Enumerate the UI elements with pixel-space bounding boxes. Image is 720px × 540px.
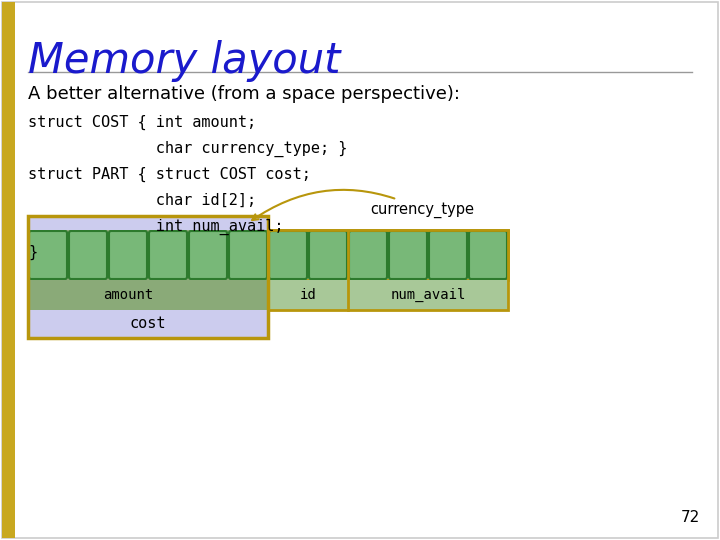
- Bar: [28, 280, 228, 310]
- FancyBboxPatch shape: [309, 231, 347, 279]
- Text: Memory layout: Memory layout: [28, 40, 341, 82]
- FancyBboxPatch shape: [469, 231, 507, 279]
- Text: 72: 72: [680, 510, 700, 525]
- FancyBboxPatch shape: [269, 231, 307, 279]
- FancyBboxPatch shape: [29, 231, 67, 279]
- Text: char id[2];: char id[2];: [28, 193, 256, 208]
- Bar: [28, 310, 268, 338]
- Bar: [28, 216, 268, 338]
- Bar: [268, 230, 508, 310]
- FancyBboxPatch shape: [349, 231, 387, 279]
- Text: int num_avail;: int num_avail;: [28, 219, 284, 235]
- Text: struct COST { int amount;: struct COST { int amount;: [28, 115, 256, 130]
- Text: A better alternative (from a space perspective):: A better alternative (from a space persp…: [28, 85, 460, 103]
- Bar: [28, 216, 268, 230]
- FancyBboxPatch shape: [189, 231, 227, 279]
- Text: char currency_type; }: char currency_type; }: [28, 141, 347, 157]
- Text: currency_type: currency_type: [252, 190, 474, 220]
- Text: cost: cost: [130, 316, 166, 332]
- Text: id: id: [300, 288, 316, 302]
- FancyBboxPatch shape: [149, 231, 187, 279]
- Text: }: }: [28, 245, 37, 260]
- FancyBboxPatch shape: [389, 231, 427, 279]
- Text: struct PART { struct COST cost;: struct PART { struct COST cost;: [28, 167, 311, 182]
- Bar: [268, 280, 348, 310]
- Bar: [228, 280, 268, 310]
- FancyBboxPatch shape: [69, 231, 107, 279]
- FancyBboxPatch shape: [429, 231, 467, 279]
- Bar: [348, 280, 508, 310]
- Bar: [28, 230, 508, 280]
- FancyBboxPatch shape: [229, 231, 267, 279]
- Bar: [28, 230, 268, 280]
- FancyBboxPatch shape: [109, 231, 147, 279]
- Text: num_avail: num_avail: [390, 288, 466, 302]
- Text: amount: amount: [103, 288, 153, 302]
- Bar: [2, 2, 15, 538]
